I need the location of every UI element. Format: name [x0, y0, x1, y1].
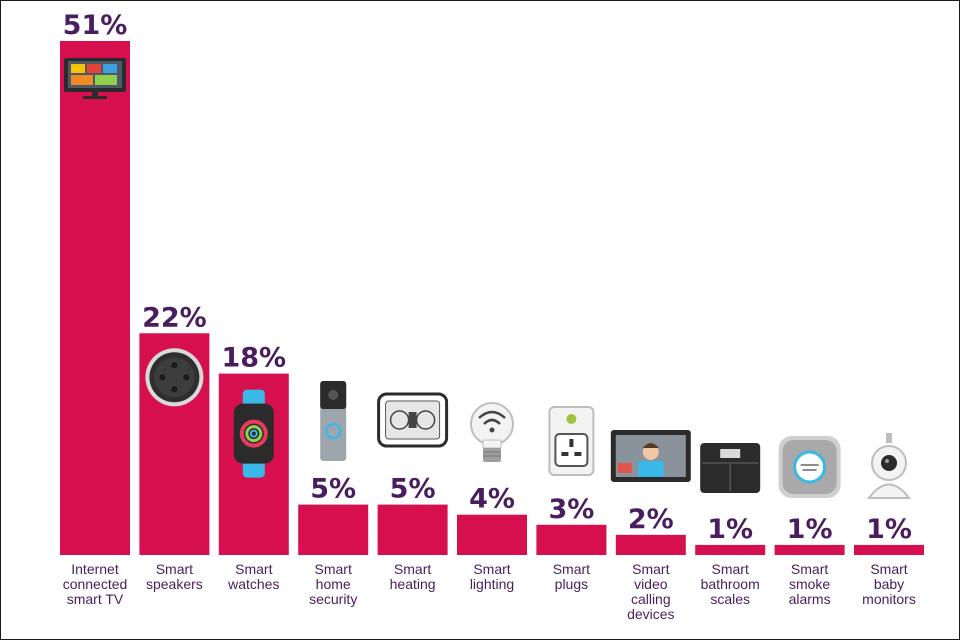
smoke-alarm-icon — [778, 436, 841, 498]
category-label: Smart watches — [227, 561, 279, 592]
value-label: 22% — [142, 302, 207, 333]
smart-tv-icon — [64, 58, 126, 99]
category-label: Smart bathroom scales — [701, 561, 760, 607]
value-label: 1% — [707, 514, 753, 545]
value-label: 3% — [548, 494, 594, 525]
thermostat-icon — [377, 392, 449, 448]
bar-0 — [60, 41, 130, 555]
category-label: Smart speakers — [146, 561, 203, 592]
bar-7 — [615, 534, 686, 555]
category-label: Smart heating — [390, 561, 436, 592]
smart-plug-icon — [548, 406, 595, 476]
bathroom-scale-icon — [700, 443, 761, 493]
value-label: 1% — [866, 514, 912, 545]
value-label: 18% — [221, 343, 286, 374]
value-label: 51% — [63, 10, 128, 41]
bar-5 — [457, 514, 527, 555]
value-label: 5% — [390, 474, 436, 505]
category-label: Smart smoke alarms — [789, 561, 831, 607]
category-label: Smart lighting — [470, 561, 514, 592]
value-label: 4% — [469, 484, 515, 515]
bar-9 — [774, 544, 845, 555]
category-label: Smart home security — [309, 561, 357, 607]
bar-3 — [298, 504, 369, 555]
bar-8 — [695, 544, 766, 555]
video-doorbell-icon — [320, 381, 347, 461]
value-label: 2% — [628, 504, 674, 535]
baby-monitor-icon — [867, 433, 911, 499]
category-label: Smart video calling devices — [627, 561, 674, 622]
bar-4 — [377, 504, 448, 555]
video-calling-device-icon — [610, 430, 691, 482]
category-label: Smart baby monitors — [862, 561, 916, 607]
bar-10 — [854, 544, 924, 555]
value-label: 5% — [310, 474, 356, 505]
smart-speaker-icon — [145, 348, 204, 407]
value-label: 1% — [787, 514, 833, 545]
wifi-bulb-icon — [470, 402, 514, 462]
bar-6 — [536, 524, 607, 555]
category-label: Internet connected smart TV — [63, 561, 128, 607]
smart-watch-icon — [233, 389, 274, 478]
category-label: Smart plugs — [553, 561, 590, 592]
